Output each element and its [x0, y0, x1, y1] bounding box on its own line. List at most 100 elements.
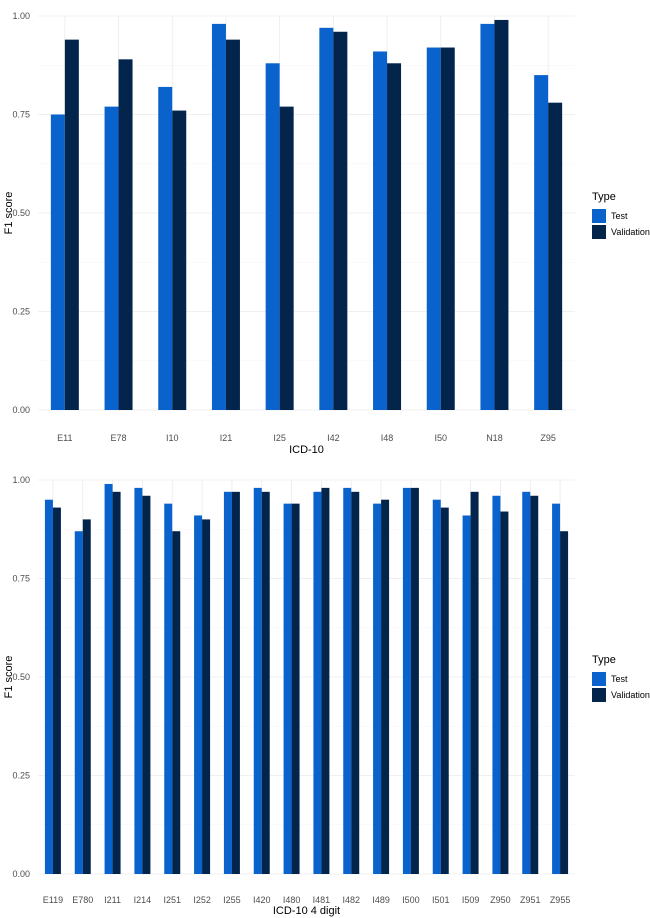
bar-test-i214: [134, 487, 143, 874]
bar-test-e780: [74, 531, 83, 874]
bar-validation-z951: [530, 495, 539, 874]
x-tick-label: I48: [381, 433, 394, 443]
bar-validation-e780: [82, 519, 91, 874]
bar-test-i211: [104, 483, 113, 874]
bar-test-i480: [283, 503, 292, 874]
bar-validation-z955: [560, 531, 569, 874]
x-tick-label: I509: [462, 895, 480, 905]
bar-test-z95: [534, 75, 549, 410]
x-tick-label: I251: [163, 895, 181, 905]
bar-test-i25: [265, 63, 280, 410]
bar-test-i501: [432, 499, 441, 874]
bar-validation-i420: [261, 491, 270, 874]
bar-test-i21: [211, 23, 226, 410]
bar-test-i42: [319, 27, 334, 410]
legend-title: Type: [592, 654, 616, 666]
x-tick-label: E11: [57, 433, 72, 443]
x-tick-label: E119: [43, 895, 63, 905]
bar-validation-e78: [118, 59, 133, 411]
x-tick-label: I10: [166, 433, 179, 443]
x-tick-label: I214: [134, 895, 152, 905]
bar-validation-n18: [494, 19, 509, 410]
bar-validation-i25: [279, 106, 294, 411]
bar-test-e11: [50, 114, 65, 410]
legend-label-test: Test: [611, 674, 628, 684]
bar-validation-i500: [410, 487, 419, 874]
legend-label-validation: Validation: [611, 690, 650, 700]
legend-swatch-validation: [592, 225, 606, 239]
bar-test-e119: [44, 499, 53, 874]
x-tick-label: Z95: [540, 433, 556, 443]
y-axis-title: F1 score: [3, 656, 15, 699]
x-tick-label: I42: [327, 433, 340, 443]
x-tick-label: I50: [434, 433, 447, 443]
bar-validation-i255: [231, 491, 240, 874]
x-tick-label: I252: [193, 895, 211, 905]
bars: [44, 483, 569, 874]
bar-validation-i251: [172, 531, 181, 874]
y-tick-label: 0.25: [12, 771, 30, 781]
bar-test-z951: [522, 491, 531, 874]
bar-test-i255: [223, 491, 232, 874]
y-tick-label: 0.00: [12, 869, 30, 879]
y-tick-label: 0.50: [12, 672, 30, 682]
x-axis-title: ICD-10 4 digit: [273, 905, 340, 917]
legend-swatch-validation: [592, 688, 606, 702]
legend-swatch-test: [592, 209, 606, 223]
bar-validation-i489: [381, 499, 390, 874]
x-tick-label: I211: [104, 895, 121, 905]
x-tick-label: I481: [313, 895, 331, 905]
bar-validation-i214: [142, 495, 151, 874]
bar-validation-i211: [112, 491, 121, 874]
bar-test-n18: [480, 23, 495, 410]
y-tick-label: 1.00: [12, 475, 30, 485]
y-tick-label: 0.75: [12, 574, 30, 584]
bar-test-e78: [104, 106, 119, 411]
x-tick-label: Z951: [520, 895, 541, 905]
bar-validation-i10: [172, 110, 187, 410]
legend-swatch-test: [592, 672, 606, 686]
bar-test-i509: [462, 515, 471, 874]
x-tick-label: I489: [372, 895, 390, 905]
bar-validation-i509: [470, 491, 479, 874]
y-tick-label: 0.50: [12, 208, 30, 218]
bar-test-i500: [402, 487, 411, 874]
bar-test-i481: [313, 491, 322, 874]
x-tick-label: E780: [72, 895, 93, 905]
bar-test-i251: [164, 503, 173, 874]
x-tick-label: I482: [342, 895, 360, 905]
bar-validation-z95: [548, 102, 563, 411]
x-tick-label: Z950: [490, 895, 511, 905]
bar-validation-i482: [351, 491, 360, 874]
bar-validation-i21: [225, 39, 240, 410]
y-tick-label: 0.25: [12, 307, 30, 317]
x-tick-label: I25: [273, 433, 286, 443]
bar-test-i489: [373, 503, 382, 874]
x-tick-label: E78: [111, 433, 127, 443]
x-tick-label: I500: [402, 895, 420, 905]
legend-label-test: Test: [611, 211, 628, 221]
bar-test-i420: [253, 487, 262, 874]
bar-validation-i252: [202, 519, 211, 874]
bar-validation-i48: [387, 63, 402, 410]
legend: Type Test Validation: [592, 191, 650, 239]
y-tick-label: 0.75: [12, 110, 30, 120]
x-tick-label: N18: [486, 433, 503, 443]
bar-test-i252: [194, 515, 203, 874]
bar-validation-i42: [333, 31, 348, 410]
x-tick-label: I255: [223, 895, 241, 905]
x-tick-label: I21: [220, 433, 233, 443]
y-tick-label: 0.00: [12, 405, 30, 415]
bar-validation-e11: [64, 39, 79, 410]
bar-test-i482: [343, 487, 352, 874]
bar-test-i48: [373, 51, 388, 411]
x-axis-title: ICD-10: [289, 444, 324, 456]
bar-validation-i480: [291, 503, 300, 874]
legend-label-validation: Validation: [611, 227, 650, 237]
bar-validation-e119: [52, 507, 61, 874]
bar-validation-z950: [500, 511, 509, 874]
x-tick-label: I480: [283, 895, 301, 905]
chart-icd10: 0.00 0.25 0.50 0.75 1.00 E11 E78 I10 I21 I25 I42 I4…: [3, 11, 650, 456]
bar-test-i10: [158, 86, 173, 411]
